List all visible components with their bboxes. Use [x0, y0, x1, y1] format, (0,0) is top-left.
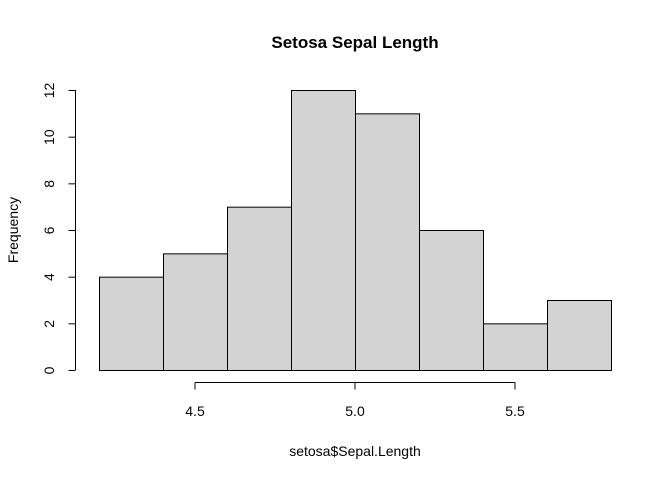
- histogram-bar-1: [99, 276, 164, 371]
- y-tick-label: 2: [41, 320, 57, 328]
- bars-group: [99, 90, 612, 372]
- histogram-bar-5: [355, 113, 420, 371]
- y-tick-label: 6: [41, 226, 57, 234]
- y-tick-label: 4: [41, 273, 57, 281]
- histogram-bar-4: [291, 90, 356, 371]
- y-tick-label: 10: [41, 129, 57, 145]
- histogram-bar-6: [419, 230, 484, 371]
- histogram-bar-2: [163, 253, 228, 371]
- y-tick-label: 0: [41, 366, 57, 374]
- x-tick-label: 4.5: [185, 403, 205, 419]
- x-tick-label: 5.0: [345, 403, 365, 419]
- y-tick-label: 8: [41, 180, 57, 188]
- y-tick-label: 12: [41, 83, 57, 99]
- histogram-bar-8: [547, 300, 612, 371]
- chart-title: Setosa Sepal Length: [271, 33, 438, 52]
- histogram-bar-7: [483, 323, 548, 372]
- x-axis: 4.5 5.0 5.5: [185, 382, 525, 419]
- y-axis-title: Frequency: [5, 197, 21, 263]
- x-axis-title: setosa$Sepal.Length: [289, 443, 421, 459]
- x-tick-label: 5.5: [505, 403, 525, 419]
- histogram-bar-3: [227, 206, 292, 371]
- y-axis: 0 2 4 6 8 10 12: [41, 83, 76, 374]
